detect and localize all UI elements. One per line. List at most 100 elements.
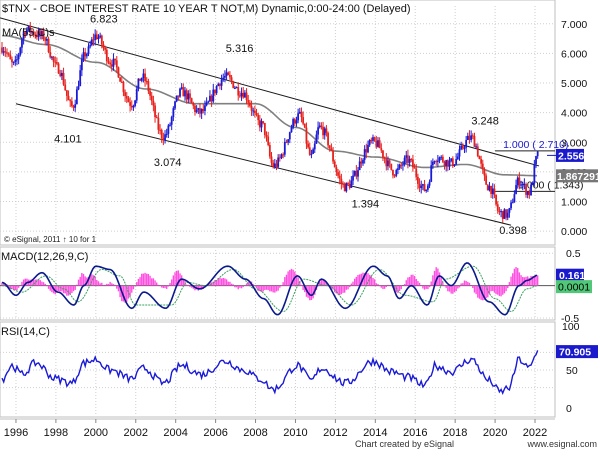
macd-signal-value: 0.0001: [558, 282, 590, 294]
candle-body: [125, 96, 128, 99]
candle-body: [431, 161, 434, 166]
candle-body: [313, 143, 316, 150]
candle-body: [273, 163, 276, 168]
candle-body: [162, 138, 165, 141]
candle-body: [99, 35, 102, 38]
credit-right: www.esignal.com: [526, 439, 597, 449]
candle-body: [12, 62, 15, 64]
candle-body: [238, 95, 241, 97]
candle-body: [400, 164, 403, 166]
candle-body: [124, 92, 127, 97]
candle-body: [253, 110, 256, 114]
candle-body: [363, 149, 366, 160]
x-tick-label: 2012: [323, 427, 347, 439]
candle-body: [36, 35, 38, 38]
candle-body: [227, 72, 230, 75]
candle-body: [207, 101, 210, 103]
macd-tick-label: -0.5: [561, 313, 579, 325]
candle-body: [257, 114, 260, 121]
candle-body: [272, 162, 275, 168]
candle-body: [51, 56, 53, 58]
candle-body: [461, 145, 464, 149]
candle-body: [443, 161, 446, 166]
candle-body: [220, 79, 223, 86]
candle-body: [215, 85, 218, 94]
price-tick-label: 5.000: [561, 78, 587, 90]
candle-body: [180, 87, 183, 89]
candle-body: [317, 127, 319, 135]
candle-body: [478, 156, 481, 160]
x-tick-label: 2000: [84, 427, 108, 439]
candle-body: [42, 31, 45, 40]
candle-body: [426, 185, 429, 190]
candle-body: [430, 165, 433, 182]
candle-body: [11, 59, 13, 63]
candle-body: [410, 159, 413, 161]
candle-body: [388, 160, 391, 164]
candle-body: [152, 100, 155, 106]
candle-body: [278, 157, 281, 159]
candle-body: [240, 92, 243, 97]
macd-value-box: [556, 268, 584, 282]
candle-body: [90, 39, 93, 46]
candle-body: [4, 51, 7, 53]
candle-body: [450, 158, 453, 161]
candle-body: [423, 184, 426, 191]
candle-body: [184, 90, 186, 97]
peak-label: 1.394: [352, 198, 380, 210]
candle-body: [528, 191, 531, 196]
candle-body: [132, 105, 135, 108]
candle-body: [475, 146, 478, 148]
candle-body: [235, 87, 238, 89]
candle-body: [270, 156, 273, 163]
candle-body: [420, 185, 423, 189]
macd-signal-line: [1, 265, 538, 313]
x-tick-label: 2020: [483, 427, 507, 439]
candle-body: [6, 52, 8, 54]
candle-body: [165, 133, 168, 135]
candle-body: [455, 159, 458, 165]
rsi-line: [1, 350, 539, 396]
candle-body: [205, 102, 208, 106]
candle-body: [44, 39, 47, 41]
candle-body: [320, 125, 323, 127]
candle-body: [513, 194, 516, 203]
price-tick-label: 1.000: [561, 196, 587, 208]
candle-body: [428, 181, 431, 186]
rsi-value-box: [556, 345, 598, 359]
candle-body: [54, 61, 57, 63]
candle-body: [440, 156, 443, 158]
candle-body: [194, 105, 196, 112]
candle-body: [160, 129, 163, 139]
candle-body: [122, 81, 125, 93]
candle-body: [130, 105, 133, 108]
candle-body: [265, 135, 268, 137]
candle-body: [526, 191, 529, 195]
candle-body: [332, 150, 334, 162]
candle-body: [260, 121, 263, 128]
candle-body: [421, 184, 424, 186]
candle-body: [169, 124, 171, 126]
candle-body: [333, 161, 336, 168]
candle-body: [174, 101, 176, 109]
candle-body: [149, 91, 151, 96]
candle-body: [491, 188, 494, 194]
candle-body: [368, 140, 371, 145]
candle-body: [305, 127, 308, 144]
candle-body: [340, 178, 343, 184]
price-tick-label: 0.000: [561, 226, 587, 238]
candle-body: [17, 54, 20, 60]
candle-body: [70, 101, 73, 107]
price-tick-label: 7.000: [561, 19, 587, 31]
candle-body: [358, 161, 361, 171]
candle-body: [147, 81, 150, 92]
candle-body: [360, 161, 363, 164]
candle-body: [350, 180, 353, 188]
candle-body: [52, 56, 55, 62]
candle-body: [242, 92, 245, 98]
candle-body: [373, 137, 376, 141]
candle-body: [303, 123, 306, 128]
candle-body: [471, 135, 474, 137]
candle-body: [197, 108, 200, 110]
